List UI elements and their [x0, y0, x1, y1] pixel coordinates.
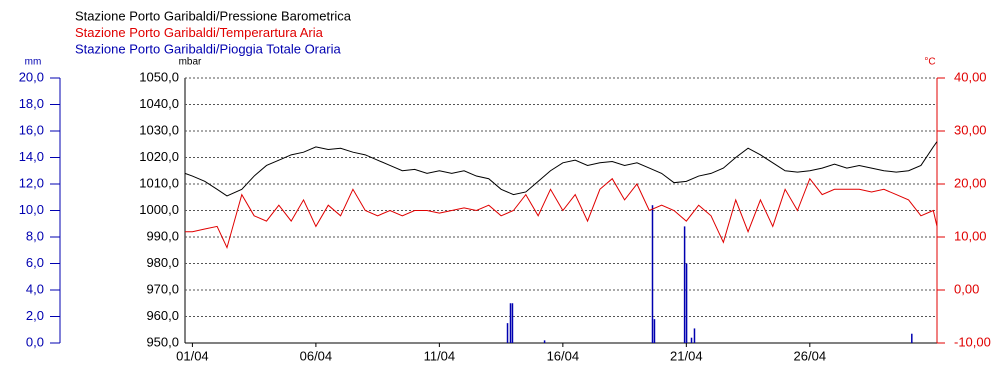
y-tick-label: 1040,0 [139, 96, 179, 111]
y2-tick-label: 10,00 [954, 228, 987, 243]
legend-entry: Stazione Porto Garibaldi/Temperartura Ar… [75, 25, 324, 40]
x-tick-label: 16/04 [547, 348, 580, 363]
y3-tick-label: 2,0 [26, 308, 44, 323]
y2-tick-label: 20,00 [954, 175, 987, 190]
rain-bar [506, 323, 509, 343]
rain-bar [653, 319, 656, 343]
x-tick-label: 11/04 [424, 348, 456, 363]
y3-tick-label: 6,0 [26, 255, 44, 270]
x-tick-label: 21/04 [670, 348, 703, 363]
x-tick-label: 01/04 [176, 348, 209, 363]
rain-bar [651, 205, 654, 343]
y-tick-label: 1050,0 [139, 69, 179, 84]
y2-tick-label: -10,00 [954, 334, 991, 349]
y3-tick-label: 0,0 [26, 334, 44, 349]
y3-tick-label: 16,0 [19, 122, 44, 137]
y3-tick-label: 20,0 [19, 69, 44, 84]
y3-tick-label: 14,0 [19, 149, 44, 164]
legend-entry: Stazione Porto Garibaldi/Pressione Barom… [75, 8, 352, 23]
data-line [184, 141, 938, 197]
x-tick-label: 26/04 [794, 348, 827, 363]
y-axis-label: mbar [179, 57, 202, 68]
data-line [185, 177, 938, 250]
rain-bar [911, 333, 913, 343]
y3-tick-label: 10,0 [19, 202, 44, 217]
y-tick-label: 1020,0 [139, 149, 179, 164]
rain-bar [543, 340, 546, 343]
y-tick-label: 1010,0 [139, 175, 179, 190]
rain-bar [690, 337, 693, 343]
y2-tick-label: 0,00 [954, 281, 979, 296]
rain-bar [509, 303, 512, 343]
y2-axis-label: °C [924, 57, 935, 68]
y3-axis-label: mm [25, 57, 42, 68]
y3-tick-label: 8,0 [26, 228, 44, 243]
y-tick-label: 960,0 [146, 308, 179, 323]
y-tick-label: 950,0 [146, 334, 179, 349]
rain-bar [683, 226, 686, 343]
rain-bar [693, 328, 696, 343]
y-tick-label: 990,0 [146, 228, 179, 243]
x-tick-label: 06/04 [300, 348, 333, 363]
y2-tick-label: 30,00 [954, 122, 987, 137]
legend-entry: Stazione Porto Garibaldi/Pioggia Totale … [75, 41, 341, 56]
y-tick-label: 1030,0 [139, 122, 179, 137]
rain-bar [511, 303, 514, 343]
y3-tick-label: 12,0 [19, 175, 44, 190]
y3-tick-label: 18,0 [19, 96, 44, 111]
y2-tick-label: 40,00 [954, 69, 987, 84]
y-tick-label: 970,0 [146, 281, 179, 296]
y-tick-label: 980,0 [146, 255, 179, 270]
rain-bar [685, 263, 688, 343]
y3-tick-label: 4,0 [26, 281, 44, 296]
y-tick-label: 1000,0 [139, 202, 179, 217]
